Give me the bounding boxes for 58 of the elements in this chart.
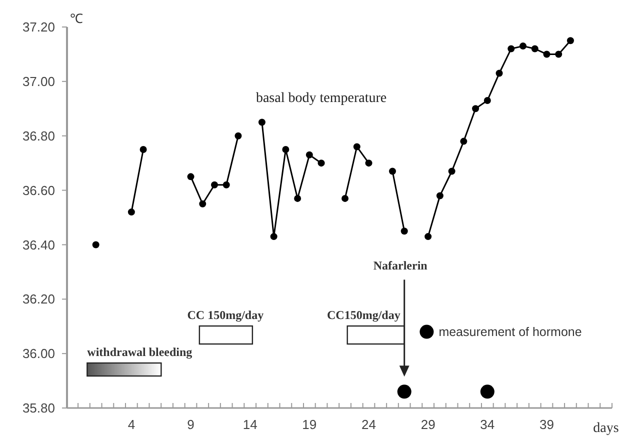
point <box>306 151 313 158</box>
y-axis-title: ℃ <box>70 11 83 26</box>
point <box>388 168 396 175</box>
point <box>397 384 412 399</box>
point <box>555 50 562 58</box>
point <box>508 45 515 52</box>
point <box>318 160 325 167</box>
point <box>531 45 538 52</box>
series-label: basal body temperature <box>256 91 387 106</box>
x-tick-label: 29 <box>420 417 436 432</box>
x-tick-label: 24 <box>362 417 376 432</box>
point <box>258 118 266 126</box>
y-tick-label: 36.80 <box>22 128 55 144</box>
point <box>222 181 230 188</box>
y-tick-label: 36.60 <box>22 182 55 198</box>
point <box>294 194 302 202</box>
annotation: CC150mg/day <box>327 308 400 322</box>
point <box>210 181 218 188</box>
y-tick-label: 36.00 <box>22 346 55 362</box>
x-tick-label: 14 <box>242 417 258 432</box>
point <box>543 50 550 58</box>
point <box>460 138 468 145</box>
x-axis-title: days <box>593 421 619 436</box>
y-tick-label: 37.20 <box>22 20 55 35</box>
point <box>496 70 503 77</box>
point <box>448 168 456 175</box>
point <box>92 241 100 248</box>
annotation: Nafarlerin <box>373 258 428 273</box>
point <box>424 233 432 240</box>
point <box>199 200 206 208</box>
x-tick-label: 4 <box>128 417 136 432</box>
annotation: CC 150mg/day <box>187 308 264 322</box>
point <box>400 228 408 235</box>
point <box>353 143 360 150</box>
point <box>128 208 135 216</box>
point <box>234 132 242 140</box>
x-tick-label: 34 <box>480 417 495 432</box>
point <box>365 160 372 167</box>
point <box>436 192 444 200</box>
y-tick-label: 36.20 <box>22 292 55 307</box>
annotation: withdrawal bleeding <box>87 345 192 359</box>
point <box>140 146 147 153</box>
point <box>270 233 278 240</box>
point <box>484 96 491 104</box>
x-tick-label: 39 <box>540 417 554 432</box>
point <box>520 42 527 50</box>
point <box>566 37 574 44</box>
x-tick-label: 19 <box>302 417 317 432</box>
point <box>342 194 349 202</box>
x-tick-label: 9 <box>187 417 194 432</box>
point <box>472 105 480 112</box>
point <box>282 146 290 153</box>
legend-label: measurement of hormone <box>438 325 582 340</box>
y-tick-label: 36.40 <box>22 237 55 252</box>
point <box>187 173 194 180</box>
y-tick-label: 35.80 <box>22 400 55 416</box>
y-tick-label: 37.00 <box>22 74 55 89</box>
point <box>480 384 494 399</box>
